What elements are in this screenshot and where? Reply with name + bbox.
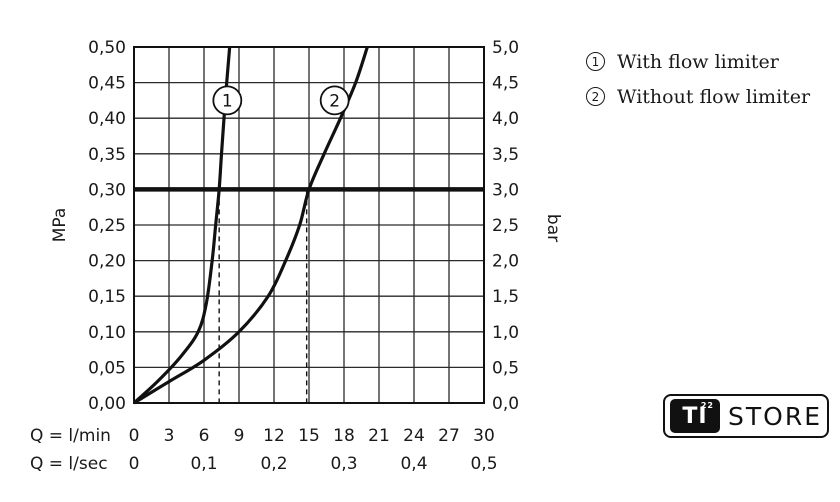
x-tick-lsec: 0 [129, 454, 140, 474]
legend-item-1: 1 With flow limiter [586, 44, 810, 79]
curve-label-circle-1 [212, 85, 243, 116]
y-tick-right: 1,0 [492, 323, 519, 343]
legend-label-2: Without flow limiter [617, 85, 811, 108]
x-tick-lsec: 0,3 [330, 454, 357, 474]
y-axis-title-right: bar [543, 214, 563, 242]
y-tick-right: 0,5 [492, 358, 519, 378]
x-tick-lmin: 27 [438, 426, 460, 446]
y-tick-left: 0,35 [88, 145, 126, 165]
y-tick-left: 0,30 [88, 180, 126, 200]
store-logo: TI 22 STORE [663, 394, 829, 438]
y-tick-left: 0,05 [88, 358, 126, 378]
y-tick-left: 0,15 [88, 287, 126, 307]
logo-sup: 22 [700, 401, 714, 410]
curve-label-circle-2 [319, 85, 350, 116]
legend: 1 With flow limiter 2 Without flow limit… [586, 44, 810, 114]
plot-border [133, 46, 485, 404]
legend-label-1: With flow limiter [617, 50, 779, 73]
bottom-tick-labels: 0 3 6 9 12 15 18 21 24 27 30 0 0,1 0,2 0,3 0,4 0,5 [129, 426, 498, 474]
x-tick-lmin: 21 [368, 426, 390, 446]
curve-label-1: 1 [222, 91, 233, 111]
y-tick-right: 0,0 [492, 394, 519, 414]
right-tick-labels: 0,0 0,5 1,0 1,5 2,0 2,5 3,0 3,5 4,0 4,5 5,0 [492, 38, 519, 414]
legend-marker-2: 2 [586, 87, 605, 106]
series-line-2 [133, 46, 369, 405]
y-tick-left: 0,40 [88, 109, 126, 129]
y-tick-left: 0,50 [88, 38, 126, 58]
y-axis-title-left: MPa [50, 208, 70, 243]
x-row1-prefix: Q = l/min [30, 426, 111, 446]
y-tick-right: 1,5 [492, 287, 519, 307]
left-tick-labels: 0,00 0,05 0,10 0,15 0,20 0,25 0,30 0,35 0,40 0,45… [88, 38, 126, 414]
plot-frame [133, 46, 485, 404]
y-tick-left: 0,25 [88, 216, 126, 236]
x-tick-lmin: 6 [199, 426, 210, 446]
curve-label-2: 2 [329, 91, 340, 111]
y-tick-right: 2,5 [492, 216, 519, 236]
x-row2-prefix: Q = l/sec [30, 454, 108, 474]
series-line-1 [132, 46, 232, 405]
y-tick-right: 3,5 [492, 145, 519, 165]
x-tick-lsec: 0,5 [470, 454, 497, 474]
x-tick-lmin: 3 [164, 426, 175, 446]
y-tick-right: 5,0 [492, 38, 519, 58]
x-tick-lsec: 0,1 [190, 454, 217, 474]
y-tick-left: 0,45 [88, 74, 126, 94]
y-tick-right: 4,5 [492, 74, 519, 94]
legend-item-2: 2 Without flow limiter [586, 79, 810, 114]
y-tick-left: 0,00 [88, 394, 126, 414]
logo-word: STORE [728, 401, 822, 431]
legend-marker-1: 1 [586, 52, 605, 71]
logo-mark-text: TI [682, 403, 708, 429]
y-tick-left: 0,10 [88, 323, 126, 343]
drop-lines [218, 191, 308, 403]
x-tick-lmin: 24 [403, 426, 425, 446]
y-tick-right: 4,0 [492, 109, 519, 129]
x-tick-lmin: 30 [473, 426, 495, 446]
x-tick-lmin: 12 [263, 426, 285, 446]
logo-mark: TI 22 [670, 399, 720, 433]
x-tick-lmin: 9 [234, 426, 245, 446]
x-tick-lmin: 15 [298, 426, 320, 446]
x-tick-lsec: 0,4 [400, 454, 427, 474]
x-tick-lsec: 0,2 [260, 454, 287, 474]
y-tick-right: 2,0 [492, 252, 519, 272]
y-tick-right: 3,0 [492, 180, 519, 200]
x-tick-lmin: 0 [129, 426, 140, 446]
series-lines [132, 46, 369, 405]
x-tick-lmin: 18 [333, 426, 355, 446]
y-tick-left: 0,20 [88, 252, 126, 272]
